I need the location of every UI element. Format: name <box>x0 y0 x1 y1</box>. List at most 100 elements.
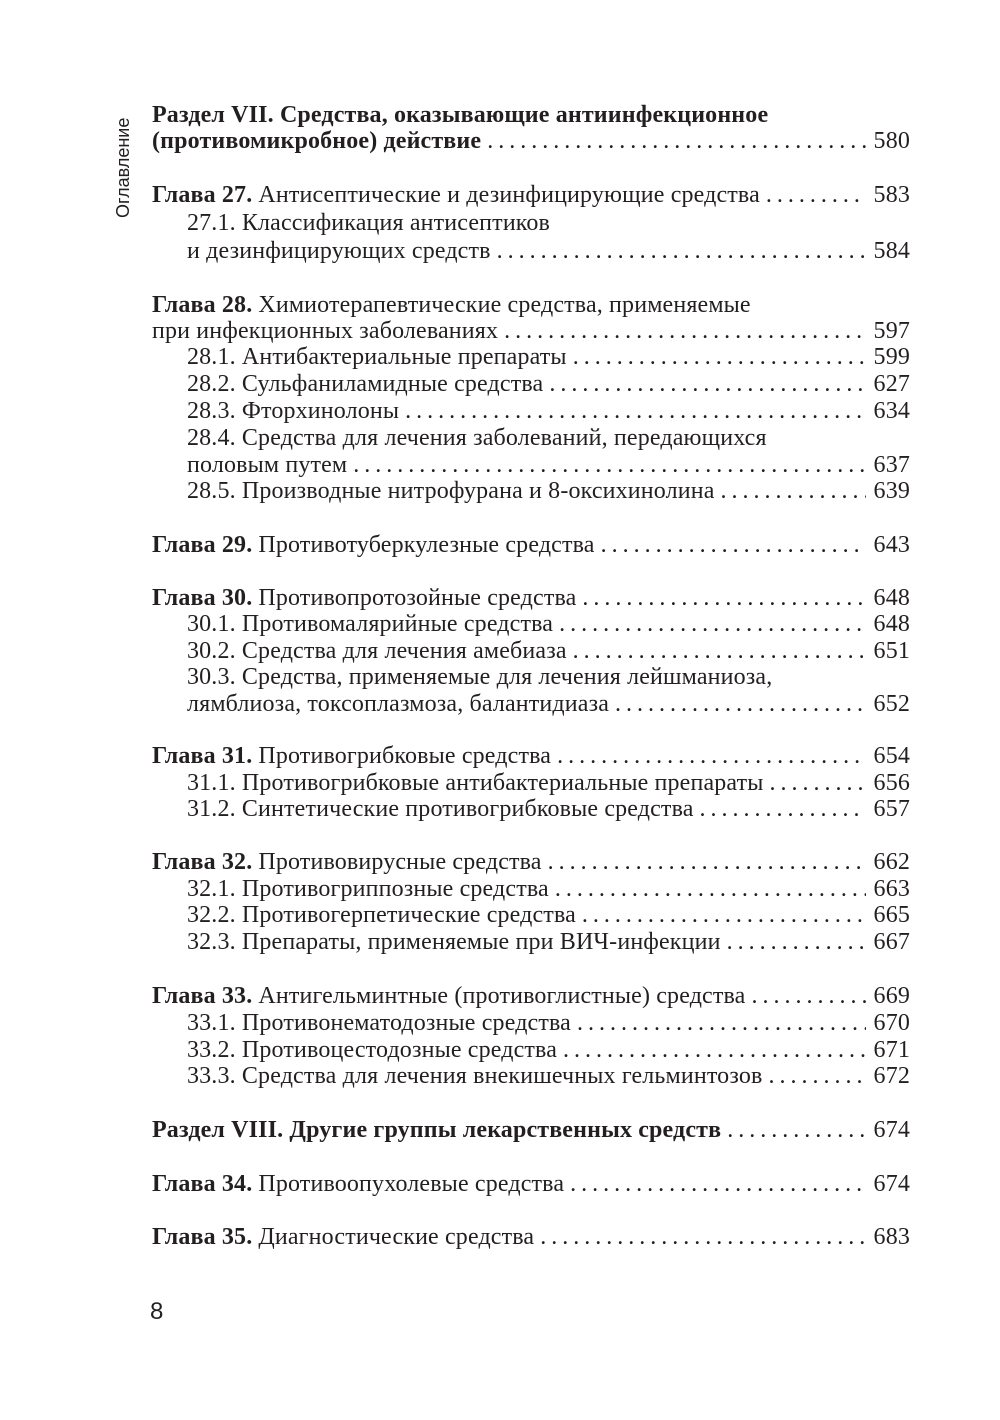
entry-title: 33.2. Противоцестодозные средства <box>187 1037 558 1063</box>
toc-subentry-line: 31.1. Противогрибковые антибактериальные… <box>187 769 910 797</box>
entry-page-number: 667 <box>873 929 910 955</box>
entry-title: 32.3. Препараты, применяемые при ВИЧ-инф… <box>187 929 721 955</box>
entry-page-number: 627 <box>873 371 910 397</box>
entry-title: 30.2. Средства для лечения амебиаза <box>187 638 567 664</box>
dot-leader <box>549 370 866 398</box>
dot-leader <box>570 1170 866 1198</box>
toc-entry-line: Глава 35.Диагностические средства 683 <box>152 1223 910 1251</box>
dot-leader <box>555 875 866 903</box>
toc-entry-line: Глава 30.Противопротозойные средства 648 <box>152 584 910 612</box>
entry-title: 31.1. Противогрибковые антибактериальные… <box>187 770 764 796</box>
toc-entry-line: Раздел VIII. Другие группы лекарственных… <box>152 1116 910 1144</box>
entry-title: Диагностические средства <box>258 1224 535 1250</box>
entry-title: Антисептические и дезинфицирующие средст… <box>258 182 760 208</box>
toc-subentry-line: 28.4. Средства для лечения заболеваний, … <box>187 424 910 452</box>
entry-page-number: 648 <box>873 585 910 611</box>
entry-page-number: 674 <box>873 1171 910 1197</box>
toc-subentry-line: 33.1. Противонематодозные средства 670 <box>187 1009 910 1037</box>
toc-subentry-line: 30.1. Противомалярийные средства 648 <box>187 610 910 638</box>
entry-heading: Глава 31. <box>152 743 253 769</box>
entry-heading: Глава 35. <box>152 1224 253 1250</box>
entry-title: половым путем <box>187 452 348 478</box>
toc-subentry-line: 33.3. Средства для лечения внекишечных г… <box>187 1062 910 1090</box>
entry-title: и дезинфицирующих средств <box>187 238 491 264</box>
dot-leader <box>582 901 866 929</box>
dot-leader <box>700 795 866 823</box>
toc-subentry-line: 27.1. Классификация антисептиков <box>187 209 910 237</box>
entry-page-number: 674 <box>873 1117 910 1143</box>
dot-leader <box>727 928 866 956</box>
entry-page-number: 637 <box>873 452 910 478</box>
toc-subentry-line: 28.5. Производные нитрофурана и 8-оксихи… <box>187 477 910 505</box>
dot-leader <box>721 477 866 505</box>
entry-heading: Глава 30. <box>152 585 253 611</box>
toc-subentry-line: и дезинфицирующих средств 584 <box>187 237 910 265</box>
dot-leader <box>353 451 866 479</box>
entry-heading: Раздел VIII. Другие группы лекарственных… <box>152 1117 722 1143</box>
entry-page-number: 683 <box>873 1224 910 1250</box>
entry-title: 27.1. Классификация антисептиков <box>187 210 551 236</box>
entry-page-number: 669 <box>873 983 910 1009</box>
dot-leader <box>751 982 866 1010</box>
dot-leader <box>573 637 866 665</box>
entry-title: Химиотерапевтические средства, применяем… <box>258 292 751 318</box>
entry-title: 33.1. Противонематодозные средства <box>187 1010 571 1036</box>
entry-page-number: 584 <box>873 238 910 264</box>
toc-subentry-line: половым путем 637 <box>187 451 910 479</box>
entry-title: лямблиоза, токсоплазмоза, балантидиаза <box>187 691 610 717</box>
entry-page-number: 671 <box>873 1037 910 1063</box>
entry-title: Противотуберкулезные средства <box>258 532 595 558</box>
entry-title: 32.2. Противогерпетические средства <box>187 902 576 928</box>
entry-page-number: 634 <box>873 398 910 424</box>
dot-leader <box>504 317 866 345</box>
entry-heading: Глава 29. <box>152 532 253 558</box>
entry-title: 28.3. Фторхинолоны <box>187 398 400 424</box>
entry-page-number: 663 <box>873 876 910 902</box>
toc-entry-line: Глава 34.Противоопухолевые средства 674 <box>152 1170 910 1198</box>
entry-page-number: 670 <box>873 1010 910 1036</box>
entry-page-number: 583 <box>873 182 910 208</box>
toc-entry-line: Глава 28. Химиотерапевтические средства, … <box>152 291 910 319</box>
entry-title: 28.4. Средства для лечения заболеваний, … <box>187 425 767 451</box>
entry-heading: (противомикробное) действие <box>152 128 482 154</box>
entry-title: 28.1. Антибактериальные препараты <box>187 344 567 370</box>
entry-heading: Раздел VII. Средства, оказывающие антиин… <box>152 102 769 128</box>
entry-page-number: 657 <box>873 796 910 822</box>
dot-leader <box>766 181 866 209</box>
dot-leader <box>573 343 866 371</box>
entry-page-number: 652 <box>873 691 910 717</box>
toc-subentry-line: 28.1. Антибактериальные препараты 599 <box>187 343 910 371</box>
toc-subentry-line: 33.2. Противоцестодозные средства 671 <box>187 1036 910 1064</box>
toc-entry-line: Глава 27. Антисептические и дезинфицирующ… <box>152 181 910 209</box>
dot-leader <box>582 584 866 612</box>
entry-title: Противогрибковые средства <box>258 743 552 769</box>
page-number: 8 <box>150 1298 164 1325</box>
entry-title: Противопротозойные средства <box>258 585 577 611</box>
entry-title: 32.1. Противогриппозные средства <box>187 876 549 902</box>
entry-title: 28.5. Производные нитрофурана и 8-оксихи… <box>187 478 715 504</box>
entry-title: 30.1. Противомалярийные средства <box>187 611 554 637</box>
entry-heading: Глава 27. <box>152 182 253 208</box>
toc-subentry-line: 32.3. Препараты, применяемые при ВИЧ-инф… <box>187 928 910 956</box>
running-head: Оглавление <box>113 100 139 220</box>
entry-page-number: 643 <box>873 532 910 558</box>
entry-page-number: 597 <box>873 318 910 344</box>
entry-page-number: 656 <box>873 770 910 796</box>
dot-leader <box>559 610 866 638</box>
entry-title: 33.3. Средства для лечения внекишечных г… <box>187 1063 763 1089</box>
dot-leader <box>540 1223 866 1251</box>
dot-leader <box>727 1116 866 1144</box>
entry-heading: Глава 34. <box>152 1171 253 1197</box>
dot-leader <box>563 1036 866 1064</box>
entry-heading: Глава 32. <box>152 849 253 875</box>
dot-leader <box>768 1062 866 1090</box>
dot-leader <box>601 531 866 559</box>
toc-entry-line: Глава 29.Противотуберкулезные средства 64… <box>152 531 910 559</box>
dot-leader <box>557 742 866 770</box>
toc-entry-line: при инфекционных заболеваниях 597 <box>152 317 910 345</box>
entry-page-number: 654 <box>873 743 910 769</box>
toc-entry-line: Глава 31.Противогрибковые средства 654 <box>152 742 910 770</box>
toc-subentry-line: лямблиоза, токсоплазмоза, балантидиаза 65… <box>187 690 910 718</box>
entry-title: при инфекционных заболеваниях <box>152 318 499 344</box>
entry-page-number: 648 <box>873 611 910 637</box>
